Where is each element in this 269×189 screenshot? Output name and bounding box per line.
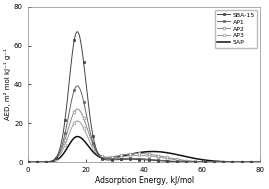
5AP [126, 154, 129, 156]
Line: 5AP: 5AP [28, 137, 260, 162]
Line: AP2: AP2 [26, 108, 262, 164]
X-axis label: Adsorption Energy, kJ/mol: Adsorption Energy, kJ/mol [94, 176, 194, 185]
AP1 [126, 157, 129, 160]
AP2 [126, 153, 129, 155]
AP2 [254, 161, 257, 163]
5AP [66, 145, 70, 147]
AP3 [76, 120, 79, 122]
AP3 [115, 156, 119, 158]
AP1 [26, 161, 29, 163]
SBA-15 [259, 161, 262, 163]
Legend: SBA-15, AP1, AP2, AP3, 5AP: SBA-15, AP1, AP2, AP3, 5AP [215, 10, 257, 48]
Line: AP3: AP3 [26, 119, 262, 164]
Y-axis label: AED, m² mol kJ⁻¹ g⁻¹: AED, m² mol kJ⁻¹ g⁻¹ [4, 49, 11, 120]
5AP [229, 161, 232, 163]
SBA-15 [115, 159, 119, 161]
5AP [259, 161, 262, 163]
AP1 [53, 159, 56, 161]
Line: AP1: AP1 [26, 84, 262, 164]
AP1 [76, 85, 79, 87]
AP1 [259, 161, 262, 163]
AP2 [76, 108, 79, 110]
AP2 [229, 161, 232, 163]
5AP [254, 161, 257, 163]
5AP [26, 161, 29, 163]
AP1 [115, 158, 119, 160]
5AP [76, 136, 79, 138]
AP1 [229, 161, 232, 163]
AP3 [126, 155, 129, 157]
5AP [115, 156, 119, 158]
SBA-15 [76, 31, 79, 33]
SBA-15 [254, 161, 257, 163]
AP3 [53, 159, 56, 161]
SBA-15 [66, 91, 70, 94]
5AP [53, 160, 56, 162]
AP2 [259, 161, 262, 163]
SBA-15 [53, 159, 56, 161]
AP2 [115, 155, 119, 157]
AP1 [66, 117, 70, 119]
AP2 [53, 158, 56, 161]
AP3 [229, 161, 232, 163]
SBA-15 [26, 161, 29, 163]
AP3 [26, 161, 29, 163]
SBA-15 [229, 161, 232, 163]
AP3 [66, 136, 70, 138]
AP3 [254, 161, 257, 163]
AP3 [259, 161, 262, 163]
SBA-15 [126, 158, 129, 160]
Line: SBA-15: SBA-15 [26, 30, 262, 164]
AP2 [66, 128, 70, 131]
AP1 [254, 161, 257, 163]
AP2 [26, 161, 29, 163]
